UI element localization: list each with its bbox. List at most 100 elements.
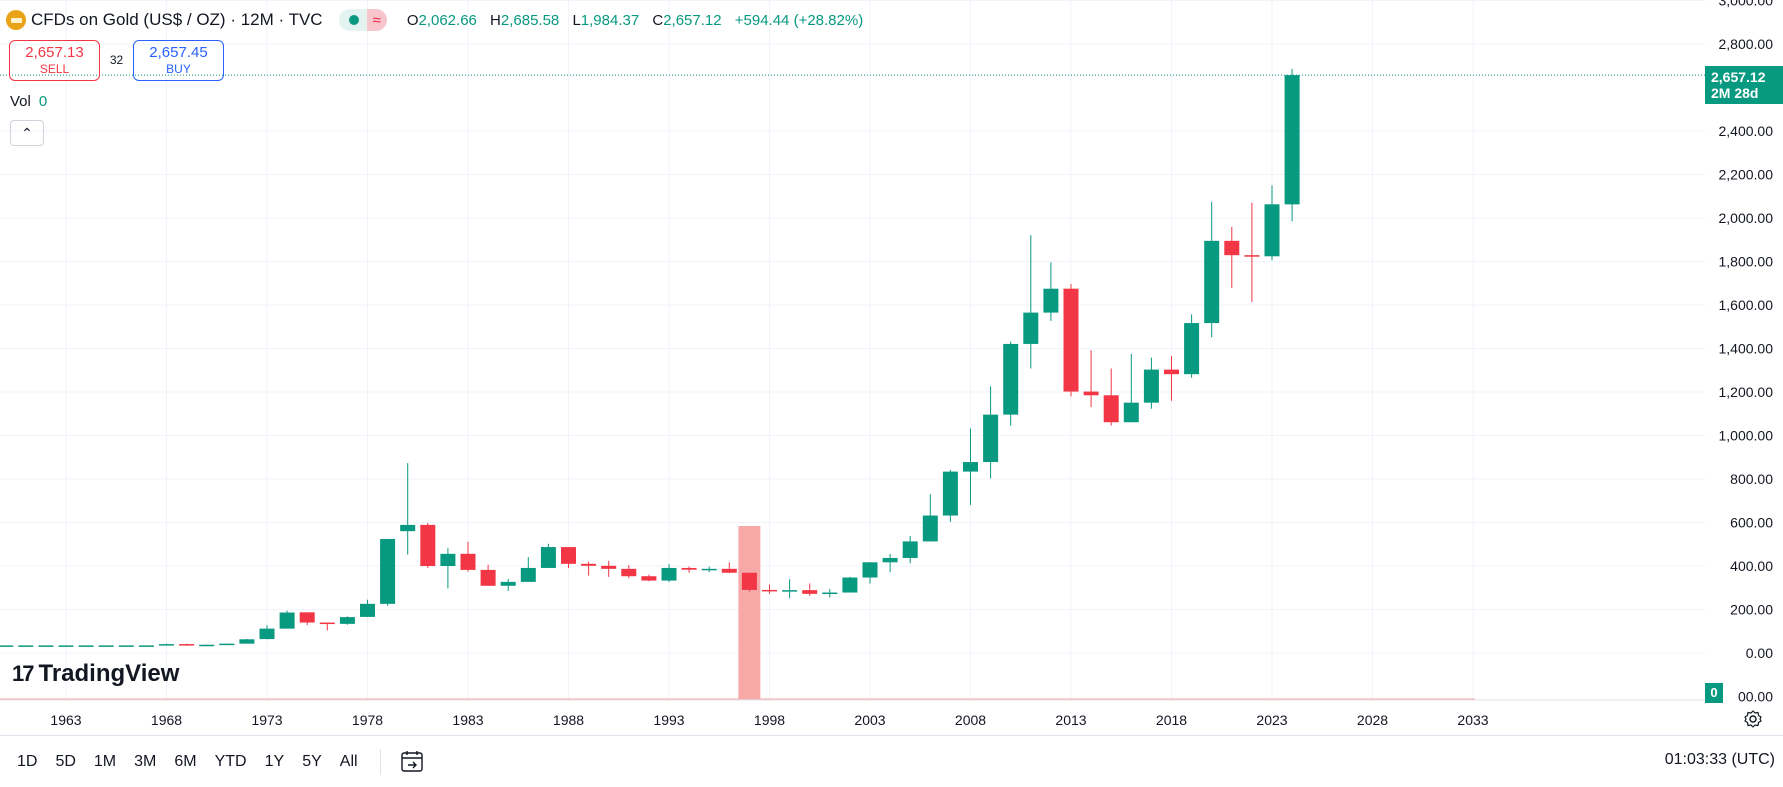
candle-1977 (339, 616, 355, 625)
toolbar-divider (379, 748, 381, 775)
time-tick-label: 2033 (1457, 712, 1488, 728)
candle-2014 (1083, 350, 1099, 408)
candle-body (802, 590, 818, 594)
candle-1982 (440, 548, 456, 589)
highlight-band (738, 526, 761, 700)
volume-value: 0 (38, 93, 48, 110)
candle-body (842, 577, 858, 593)
symbol-title[interactable]: CFDs on Gold (US$ / OZ) · 12M · TVC (31, 10, 323, 29)
volume-scale-badge: 0 (1705, 683, 1723, 703)
gold-bar-icon (6, 10, 26, 30)
candle-body (179, 644, 195, 646)
candle-body (741, 572, 757, 590)
range-ytd-button[interactable]: YTD (214, 752, 247, 770)
collapse-legend-button[interactable]: ⌃ (10, 120, 44, 146)
market-status-pill[interactable]: ≈ (338, 9, 387, 31)
range-6m-button[interactable]: 6M (174, 752, 197, 770)
tradingview-logo-text: TradingView (38, 660, 180, 687)
candle-1964 (78, 645, 94, 647)
last-price-badge: 2,657.12 2M 28d (1705, 66, 1783, 104)
candle-body (159, 644, 174, 646)
candle-1969 (179, 643, 195, 646)
candle-body (621, 568, 637, 577)
candle-body (1043, 288, 1059, 313)
time-axis[interactable]: 1963 1968 1973 1978 1983 1988 1993 1998 2003 2008… (50, 712, 1488, 728)
candle-body (360, 603, 375, 617)
candle-1997 (741, 572, 757, 592)
candle-1991 (621, 565, 637, 579)
price-tick-label: 2,000.00 (1719, 210, 1774, 226)
price-axis[interactable]: 0.00 200.00 400.00 600.00 800.00 1,000.00 1,20… (1719, 0, 1774, 705)
utc-clock[interactable]: 01:03:33 (UTC) (1664, 751, 1775, 768)
ohlc-values: O2,062.66 H2,685.58 L1,984.37 C2,657.12 … (407, 12, 872, 29)
candle-body (380, 539, 396, 604)
volume-legend[interactable]: Vol 0 (10, 93, 47, 110)
buy-price: 2,657.45 (149, 43, 208, 61)
time-tick-label: 2028 (1357, 712, 1388, 728)
candle-body (561, 547, 576, 564)
candle-body (661, 567, 677, 581)
time-tick-label: 2023 (1256, 712, 1287, 728)
price-tick-label: 1,800.00 (1719, 254, 1774, 270)
chart-settings-icon[interactable] (1743, 709, 1763, 729)
candle-body (460, 553, 476, 570)
candle-body (98, 645, 114, 647)
price-tick-label: 200.00 (1730, 602, 1773, 618)
candle-body (1264, 204, 1280, 257)
candle-1961 (18, 645, 34, 647)
candle-1980 (400, 463, 416, 555)
last-price-value: 2,657.12 (1711, 69, 1766, 85)
candle-2012 (1043, 262, 1059, 321)
candle-1972 (239, 638, 255, 644)
tradingview-logo[interactable]: 17 TradingView (12, 660, 179, 688)
spread-value: 32 (109, 53, 124, 67)
sell-price: 2,657.13 (25, 43, 84, 61)
candle-1995 (701, 566, 717, 573)
candle-2002 (842, 576, 858, 593)
range-5y-button[interactable]: 5Y (302, 752, 322, 770)
candle-body (520, 567, 536, 582)
candle-1963 (58, 645, 74, 647)
candle-1984 (480, 564, 496, 587)
range-1m-button[interactable]: 1M (93, 752, 117, 770)
range-1y-button[interactable]: 1Y (264, 752, 285, 770)
price-tick-label: 0.00 (1746, 645, 1773, 661)
buy-button[interactable]: 2,657.45 BUY (133, 40, 224, 81)
candle-1992 (641, 574, 657, 582)
candle-body (1063, 288, 1079, 392)
range-5d-button[interactable]: 5D (55, 752, 76, 770)
candle-body (1204, 240, 1220, 324)
high-label: H (490, 11, 501, 29)
candle-body (681, 567, 697, 570)
candle-1989 (581, 561, 597, 576)
time-tick-label: 1983 (452, 712, 483, 728)
price-tick-label: 1,000.00 (1719, 428, 1774, 444)
tradingview-mark-icon: 17 (12, 661, 35, 686)
price-tick-label: 2,200.00 (1719, 167, 1774, 183)
price-tick-label: 3,000.00 (1719, 0, 1774, 9)
candle-body (721, 568, 737, 573)
candle-2020 (1204, 201, 1220, 338)
candle-2013 (1063, 284, 1079, 397)
bottom-toolbar: 1D 5D 1M 3M 6M YTD 1Y 5Y All 01:03:33 (U… (0, 735, 1783, 787)
candle-1990 (601, 560, 617, 577)
price-tick-label: 1,200.00 (1719, 384, 1774, 400)
range-all-button[interactable]: All (339, 752, 358, 770)
legend: CFDs on Gold (US$ / OZ) · 12M · TVC ≈ O2… (6, 8, 872, 32)
candle-1993 (661, 564, 677, 583)
range-1d-button[interactable]: 1D (17, 752, 38, 770)
range-3m-button[interactable]: 3M (134, 752, 157, 770)
candle-1994 (681, 566, 697, 573)
candle-body (581, 563, 597, 566)
price-tick-label: 00.00 (1738, 689, 1773, 705)
candle-2003 (862, 562, 878, 584)
go-to-date-calendar-icon[interactable] (399, 750, 425, 774)
candle-1983 (460, 541, 476, 572)
time-tick-label: 1988 (553, 712, 584, 728)
price-chart[interactable]: 0.00 200.00 400.00 600.00 800.00 1,000.00 1,20… (0, 0, 1783, 735)
candle-body (1164, 369, 1179, 375)
sell-button[interactable]: 2,657.13 SELL (9, 40, 100, 81)
candle-1970 (199, 644, 215, 647)
candle-1988 (561, 547, 576, 569)
candle-1976 (319, 622, 335, 631)
